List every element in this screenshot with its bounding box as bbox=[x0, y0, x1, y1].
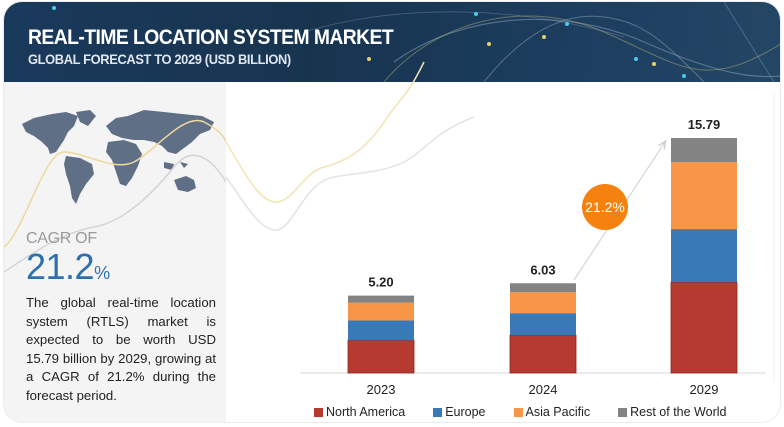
cagr-badge-label: 21.2% bbox=[585, 199, 625, 215]
legend-item-europe: Europe bbox=[433, 405, 486, 419]
legend-swatch bbox=[618, 407, 628, 417]
total-label-2029: 15.79 bbox=[688, 117, 721, 132]
infographic-card: REAL-TIME LOCATION SYSTEM MARKET GLOBAL … bbox=[4, 2, 780, 422]
total-label-2023: 5.20 bbox=[368, 275, 393, 290]
legend-label: Rest of the World bbox=[630, 405, 727, 419]
cagr-number: 21.2 bbox=[26, 246, 95, 287]
market-description: The global real-time location system (RT… bbox=[26, 295, 216, 403]
total-label-2024: 6.03 bbox=[530, 262, 555, 277]
cagr-unit: % bbox=[94, 263, 110, 283]
legend-label: Europe bbox=[445, 405, 486, 419]
world-map-icon bbox=[22, 110, 214, 204]
bar-segment-europe-2024 bbox=[510, 313, 576, 336]
bar-segment-asia-pacific-2024 bbox=[510, 292, 576, 314]
bar-segment-rest-of-the-world-2024 bbox=[510, 283, 576, 293]
bar-segment-asia-pacific-2023 bbox=[348, 302, 414, 321]
bars-group bbox=[347, 138, 738, 374]
decorative-trend-gold bbox=[225, 61, 425, 203]
chart-title: REAL-TIME LOCATION SYSTEM MARKET bbox=[28, 26, 394, 49]
cagr-badge bbox=[582, 184, 628, 230]
stacked-bar-chart: 5.20 2023 6.03 2024 15.79 2029 21.2% bbox=[225, 61, 775, 397]
legend-item-north-america: North America bbox=[314, 405, 405, 419]
bar-segment-europe-2023 bbox=[348, 320, 414, 341]
bar-segment-north-america-2024 bbox=[509, 334, 577, 374]
decorative-trend-gray bbox=[225, 116, 475, 231]
bar-segment-rest-of-the-world-2029 bbox=[671, 138, 737, 163]
decorative-curves bbox=[4, 119, 226, 273]
bar-segment-rest-of-the-world-2023 bbox=[348, 295, 414, 303]
cagr-value: 21.2% bbox=[26, 246, 110, 288]
bar-segment-europe-2029 bbox=[671, 229, 737, 283]
chart-subtitle: GLOBAL FORECAST TO 2029 (USD BILLION) bbox=[28, 51, 291, 67]
x-tick-2023: 2023 bbox=[367, 382, 396, 397]
legend-swatch bbox=[513, 407, 523, 417]
bar-segment-north-america-2023 bbox=[347, 339, 415, 374]
legend-item-asia-pacific: Asia Pacific bbox=[513, 405, 591, 419]
chart-legend: North America Europe Asia Pacific Rest of t… bbox=[314, 405, 754, 419]
x-tick-2029: 2029 bbox=[690, 382, 719, 397]
bar-segment-asia-pacific-2029 bbox=[671, 162, 737, 230]
header-banner: REAL-TIME LOCATION SYSTEM MARKET GLOBAL … bbox=[4, 2, 780, 82]
x-tick-2024: 2024 bbox=[529, 382, 558, 397]
legend-label: North America bbox=[326, 405, 406, 419]
legend-label: Asia Pacific bbox=[525, 405, 591, 419]
bar-segment-north-america-2029 bbox=[670, 281, 738, 374]
legend-swatch bbox=[433, 407, 443, 417]
cagr-label: CAGR OF bbox=[26, 230, 97, 247]
labels-group: 5.20 2023 6.03 2024 15.79 2029 bbox=[367, 117, 721, 397]
summary-panel: CAGR OF 21.2% The global real-time locat… bbox=[4, 82, 226, 422]
legend-swatch bbox=[314, 407, 323, 417]
legend-item-rest-of-the-world: Rest of the World bbox=[618, 405, 726, 419]
header-light-trails bbox=[52, 2, 780, 82]
